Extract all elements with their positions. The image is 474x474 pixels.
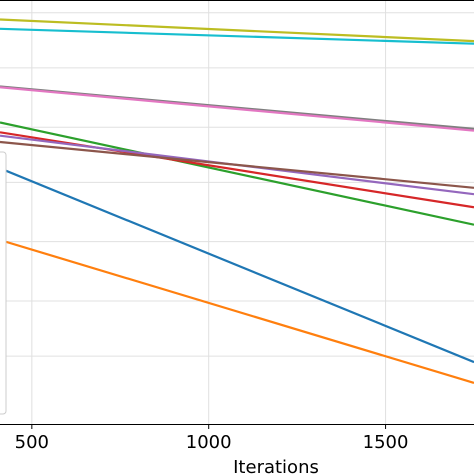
grid xyxy=(0,0,474,424)
x-axis-label: Iterations xyxy=(233,457,319,474)
legend-box xyxy=(0,151,7,415)
series-line-8 xyxy=(0,140,474,189)
series-line-4 xyxy=(0,86,474,132)
series-line-10 xyxy=(0,238,474,384)
series-lines xyxy=(0,18,474,384)
x-tick-label: 1000 xyxy=(186,432,232,453)
x-tick-label: 500 xyxy=(15,432,49,453)
x-ticks: 500 1000 1500 xyxy=(15,424,409,453)
series-line-1 xyxy=(0,18,474,43)
series-line-9 xyxy=(0,167,474,364)
series-line-2 xyxy=(0,27,474,45)
series-line-5 xyxy=(0,121,474,226)
x-tick-label: 1500 xyxy=(363,432,409,453)
